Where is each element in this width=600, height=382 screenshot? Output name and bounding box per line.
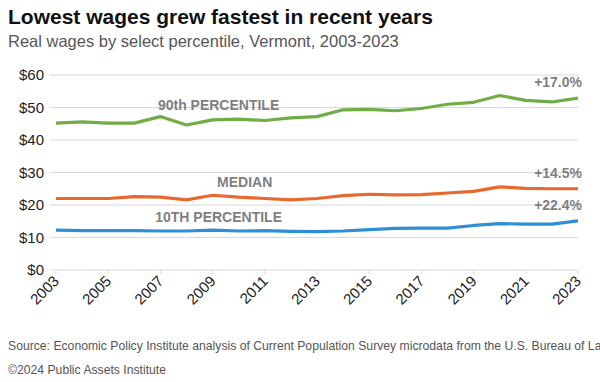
x-tick-label: 2009 bbox=[183, 272, 219, 308]
title: Lowest wages grew fastest in recent year… bbox=[8, 5, 433, 28]
y-tick-label: $0 bbox=[27, 261, 44, 278]
annotation: +22.4% bbox=[534, 197, 582, 213]
grid-line bbox=[50, 205, 578, 206]
x-tick bbox=[264, 270, 265, 274]
x-tick-label: 2015 bbox=[340, 272, 376, 308]
series-label: 10TH PERCENTILE bbox=[155, 209, 282, 225]
y-tick-label: $60 bbox=[19, 66, 44, 83]
x-tick-label: 2021 bbox=[496, 272, 532, 308]
x-tick-label: 2003 bbox=[27, 272, 63, 308]
x-tick bbox=[421, 270, 422, 274]
x-tick-label: 2005 bbox=[79, 272, 115, 308]
y-tick-label: $40 bbox=[19, 131, 44, 148]
x-tick bbox=[525, 270, 526, 274]
grid bbox=[50, 75, 578, 270]
x-tick bbox=[108, 270, 109, 274]
x-tick bbox=[578, 270, 579, 274]
y-tick-label: $20 bbox=[19, 196, 44, 213]
subtitle: Real wages by select percentile, Vermont… bbox=[8, 32, 399, 50]
y-tick-label: $30 bbox=[19, 164, 44, 181]
grid-line bbox=[50, 75, 578, 76]
grid-line bbox=[50, 270, 578, 271]
grid-line bbox=[50, 237, 578, 238]
x-tick bbox=[212, 270, 213, 274]
x-tick bbox=[473, 270, 474, 274]
series-line bbox=[56, 221, 578, 232]
x-tick-label: 2007 bbox=[131, 272, 167, 308]
grid-line bbox=[50, 107, 578, 108]
series-line bbox=[56, 187, 578, 200]
grid-line bbox=[50, 172, 578, 173]
series-line bbox=[56, 95, 578, 125]
y-tick-label: $50 bbox=[19, 99, 44, 116]
chart: Lowest wages grew fastest in recent year… bbox=[0, 0, 600, 382]
x-tick-label: 2013 bbox=[288, 272, 324, 308]
x-tick bbox=[317, 270, 318, 274]
x-tick bbox=[160, 270, 161, 274]
x-tick-label: 2019 bbox=[444, 272, 480, 308]
x-tick-label: 2017 bbox=[392, 272, 428, 308]
series-label: MEDIAN bbox=[217, 174, 272, 190]
source: Source: Economic Policy Institute analys… bbox=[8, 339, 600, 353]
x-tick-label: 2011 bbox=[236, 272, 271, 307]
annotation: +14.5% bbox=[534, 165, 582, 181]
x-tick bbox=[56, 270, 57, 274]
x-tick bbox=[369, 270, 370, 274]
x-tick-label: 2023 bbox=[549, 272, 585, 308]
y-tick-label: $10 bbox=[19, 229, 44, 246]
lines bbox=[56, 95, 578, 231]
series-label: 90th PERCENTILE bbox=[158, 97, 279, 113]
credit: ©2024 Public Assets Institute bbox=[8, 363, 166, 377]
annotation: +17.0% bbox=[534, 74, 582, 90]
grid-line bbox=[50, 140, 578, 141]
